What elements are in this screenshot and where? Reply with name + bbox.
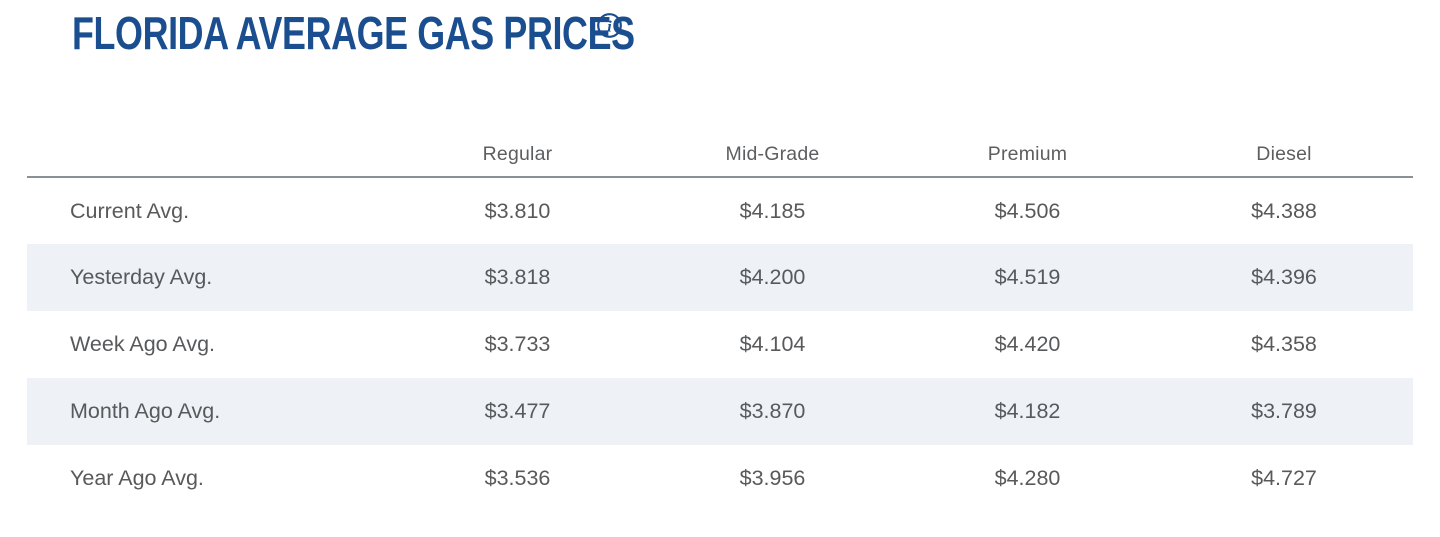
table-row-month-ago: Month Ago Avg. $3.477 $3.870 $4.182 $3.7… (27, 378, 1413, 445)
row-label: Month Ago Avg. (70, 399, 221, 423)
header-cell-midgrade: Mid-Grade (645, 140, 900, 178)
table-header: Regular Mid-Grade Premium Diesel (27, 140, 1413, 178)
info-icon[interactable]: i (596, 12, 623, 39)
price-cell: $4.185 (739, 198, 806, 223)
table-body: Current Avg. $3.810 $4.185 $4.506 $4.388… (27, 177, 1413, 512)
price-cell: $4.104 (739, 332, 806, 356)
price-cell: $4.420 (994, 332, 1061, 356)
price-cell: $4.388 (1251, 198, 1317, 223)
row-label: Year Ago Avg. (70, 466, 204, 490)
price-cell: $4.727 (1251, 466, 1317, 490)
header-row: Regular Mid-Grade Premium Diesel (27, 140, 1413, 178)
table-row-yesterday: Yesterday Avg. $3.818 $4.200 $4.519 $4.3… (27, 244, 1413, 311)
price-cell: $3.956 (739, 466, 806, 490)
row-label: Current Avg. (70, 198, 190, 223)
price-cell: $3.870 (739, 399, 806, 423)
header-cell-diesel: Diesel (1155, 140, 1413, 178)
price-cell: $4.182 (994, 399, 1061, 423)
price-cell: $4.506 (994, 198, 1061, 223)
header-cell-regular: Regular (390, 140, 645, 178)
price-cell: $3.477 (484, 399, 551, 423)
price-cell: $3.733 (484, 332, 551, 356)
gas-prices-table: Regular Mid-Grade Premium Diesel Current… (27, 140, 1413, 512)
price-cell: $3.536 (484, 466, 551, 490)
table-row-current: Current Avg. $3.810 $4.185 $4.506 $4.388 (27, 177, 1413, 244)
price-cell: $4.200 (739, 265, 806, 289)
price-cell: $3.789 (1251, 399, 1317, 423)
page-title: FLORIDA AVERAGE GAS PRICES (72, 7, 635, 59)
table-row-week-ago: Week Ago Avg. $3.733 $4.104 $4.420 $4.35… (27, 311, 1413, 378)
header-cell-empty (27, 140, 390, 178)
price-cell: $4.280 (994, 466, 1061, 490)
price-cell: $3.818 (484, 265, 551, 289)
price-cell: $4.519 (994, 265, 1061, 289)
row-label: Yesterday Avg. (70, 265, 213, 289)
price-cell: $4.396 (1251, 265, 1317, 289)
page-header: FLORIDA AVERAGE GAS PRICES i (72, 10, 793, 70)
row-label: Week Ago Avg. (70, 332, 216, 356)
table-row-year-ago: Year Ago Avg. $3.536 $3.956 $4.280 $4.72… (27, 445, 1413, 512)
price-cell: $3.810 (484, 198, 551, 223)
price-cell: $4.358 (1251, 332, 1317, 356)
header-cell-premium: Premium (900, 140, 1155, 178)
svg-text:i: i (607, 19, 612, 36)
